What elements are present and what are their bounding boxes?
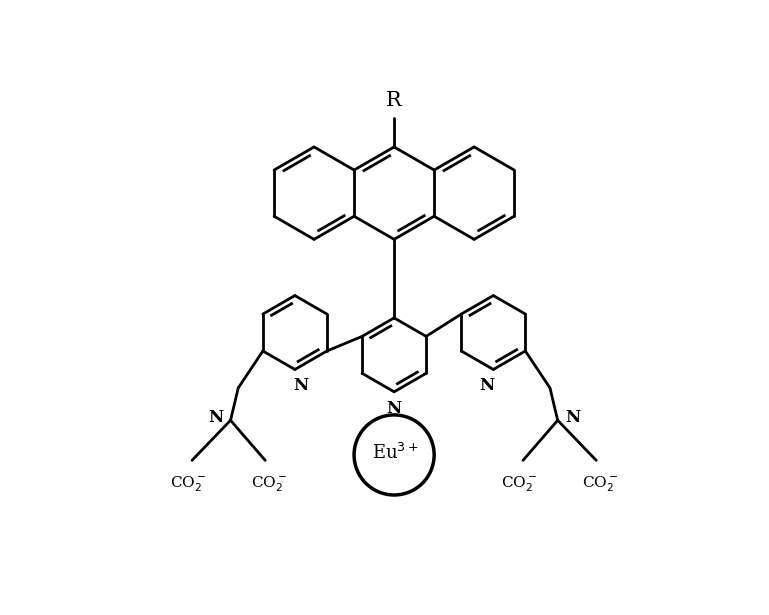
Text: CO$_2^-$: CO$_2^-$	[251, 474, 287, 494]
Text: N: N	[564, 410, 580, 426]
Text: N: N	[294, 377, 308, 394]
Text: N: N	[208, 410, 224, 426]
Text: Eu$^{3+}$: Eu$^{3+}$	[372, 443, 419, 464]
Text: R: R	[386, 91, 402, 110]
Text: CO$_2^-$: CO$_2^-$	[170, 474, 206, 494]
Text: CO$_2^-$: CO$_2^-$	[501, 474, 538, 494]
Text: N: N	[387, 400, 401, 416]
Text: CO$_2^-$: CO$_2^-$	[582, 474, 618, 494]
Text: N: N	[480, 377, 494, 394]
